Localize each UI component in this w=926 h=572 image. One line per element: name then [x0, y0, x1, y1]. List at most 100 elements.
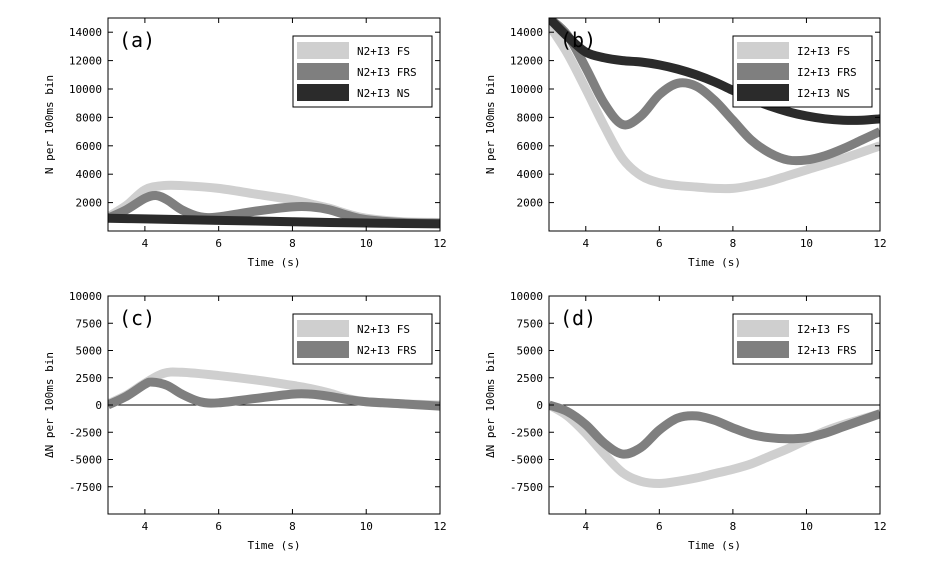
panel-d-legend-label: I2+I3 FS: [797, 323, 850, 336]
panel-d-xtick-label: 12: [873, 520, 886, 533]
panel-c-xlabel: Time (s): [248, 539, 301, 552]
panel-a-legend-label: N2+I3 FS: [357, 45, 410, 58]
panel-a-legend-swatch: [297, 63, 349, 80]
panel-c-ytick-label: 10000: [69, 290, 102, 303]
panel-b-legend-swatch: [737, 42, 789, 59]
panel-d-legend-label: I2+I3 FRS: [797, 344, 857, 357]
panel-a-ylabel: N per 100ms bin: [43, 75, 56, 174]
panel-b: 4 6 8 10 12 2000 4000 6000 8000 10000 12000 14000 (…: [484, 17, 887, 269]
panel-b-ytick-label: 10000: [510, 83, 543, 96]
panel-b-series-3-line: [549, 18, 880, 125]
panel-d-curves: [549, 400, 880, 488]
panel-c-legend-swatch: [297, 320, 349, 337]
panel-d-ytick-label: 2500: [517, 372, 544, 385]
panel-c-ytick-label: 0: [95, 399, 102, 412]
panel-b-ytick-label: 12000: [510, 55, 543, 68]
panel-b-ytick-label: 6000: [517, 140, 544, 153]
panel-b-curves: [549, 18, 880, 194]
panel-a-legend-swatch: [297, 42, 349, 59]
panel-a-xtick-label: 12: [433, 237, 446, 250]
panel-b-xtick-label: 4: [582, 237, 589, 250]
panel-a-ytick-label: 10000: [69, 83, 102, 96]
panel-d-xtick-label: 8: [730, 520, 737, 533]
panel-b-legend: I2+I3 FS I2+I3 FRS I2+I3 NS: [732, 35, 873, 108]
panel-b-legend-label: I2+I3 FRS: [797, 66, 857, 79]
panel-d-xtick-label: 4: [582, 520, 589, 533]
panel-d: 4 6 8 10 12 -7500 -5000 -2500 0 2500 5000 7500 10000…: [484, 290, 887, 552]
panel-b-legend-label: I2+I3 FS: [797, 45, 850, 58]
panel-a-ytick-label: 12000: [69, 55, 102, 68]
panel-c-xtick-label: 12: [433, 520, 446, 533]
panel-c-ytick-label: -5000: [69, 454, 102, 467]
panel-d-ytick-label: 7500: [517, 317, 544, 330]
panel-a-ytick-label: 4000: [76, 168, 103, 181]
panel-a-xtick-label: 8: [289, 237, 296, 250]
panel-c-ylabel: ΔN per 100ms bin: [43, 352, 56, 458]
panel-a-legend-label: N2+I3 NS: [357, 87, 410, 100]
panel-b-xtick-label: 6: [656, 237, 663, 250]
panel-d-ylabel: ΔN per 100ms bin: [484, 352, 497, 458]
panel-d-ytick-label: -2500: [510, 426, 543, 439]
panel-d-legend: I2+I3 FS I2+I3 FRS: [732, 313, 873, 365]
panel-b-xlabel: Time (s): [688, 256, 741, 269]
panel-c-ticks: 4 6 8 10 12 -7500 -5000 -2500 0 2500 5000 7500 10000: [69, 290, 447, 533]
panel-d-xtick-label: 10: [800, 520, 813, 533]
panel-a-ytick-label: 6000: [76, 140, 103, 153]
panel-b-xtick-label: 10: [800, 237, 813, 250]
panel-a-xtick-label: 10: [360, 237, 373, 250]
panel-b-ytick-label: 8000: [517, 111, 544, 124]
panel-c-series-2-line: [108, 377, 440, 411]
panel-b-legend-label: I2+I3 NS: [797, 87, 850, 100]
panel-a-label: (a): [119, 28, 155, 52]
panel-c-ytick-label: 5000: [76, 345, 103, 358]
panel-c-label: (c): [119, 306, 155, 330]
panel-b-xtick-label: 8: [730, 237, 737, 250]
panel-c: 4 6 8 10 12 -7500 -5000 -2500 0 2500 5000 7500 10000…: [43, 290, 447, 552]
panel-d-ytick-label: 10000: [510, 290, 543, 303]
panel-a-frame: [107, 17, 441, 232]
panel-a-xlabel: Time (s): [248, 256, 301, 269]
panel-a-series-2-line: [108, 190, 440, 228]
panel-c-ytick-label: 2500: [76, 372, 103, 385]
panel-c-xtick-label: 4: [142, 520, 149, 533]
panel-c-legend-label: N2+I3 FRS: [357, 344, 417, 357]
panel-a: 4 6 8 10 12 2000 4000 6000 8000 10000 12000 14000 (…: [43, 17, 447, 269]
panel-d-legend-swatch: [737, 341, 789, 358]
panel-d-xtick-label: 6: [656, 520, 663, 533]
panel-c-ytick-label: -2500: [69, 426, 102, 439]
panel-c-ytick-label: 7500: [76, 317, 103, 330]
panel-a-ytick-label: 2000: [76, 197, 103, 210]
panel-a-ytick-label: 8000: [76, 111, 103, 124]
panel-a-legend-swatch: [297, 84, 349, 101]
panel-c-xtick-label: 6: [215, 520, 222, 533]
panel-a-xtick-label: 4: [142, 237, 149, 250]
panel-a-ticks: 4 6 8 10 12 2000 4000 6000 8000 10000 12000 14000: [69, 18, 447, 250]
panel-b-legend-swatch: [737, 84, 789, 101]
panel-c-legend: N2+I3 FS N2+I3 FRS: [292, 313, 433, 365]
panel-d-ytick-label: -5000: [510, 454, 543, 467]
panel-b-ticks: 4 6 8 10 12 2000 4000 6000 8000 10000 12000 14000: [510, 18, 887, 250]
panel-c-legend-swatch: [297, 341, 349, 358]
panel-a-legend-label: N2+I3 FRS: [357, 66, 417, 79]
panel-b-ylabel: N per 100ms bin: [484, 75, 497, 174]
panel-a-curves: [108, 180, 440, 229]
panel-c-legend-label: N2+I3 FS: [357, 323, 410, 336]
panel-b-xtick-label: 12: [873, 237, 886, 250]
panel-a-xtick-label: 6: [215, 237, 222, 250]
panel-c-xtick-label: 8: [289, 520, 296, 533]
panel-d-ytick-label: 0: [536, 399, 543, 412]
panel-a-series-3-line: [108, 213, 440, 229]
panel-b-ytick-label: 4000: [517, 168, 544, 181]
panel-b-label: (b): [560, 28, 596, 52]
panel-d-ytick-label: -7500: [510, 481, 543, 494]
panel-b-series-2-line: [549, 18, 880, 166]
panel-b-legend-swatch: [737, 63, 789, 80]
panel-b-frame: [548, 17, 881, 232]
panel-b-ytick-label: 2000: [517, 197, 544, 210]
panel-d-series-2-line: [549, 400, 880, 459]
panel-d-ytick-label: 5000: [517, 345, 544, 358]
panel-b-series-1-line: [549, 22, 880, 194]
panel-c-ytick-label: -7500: [69, 481, 102, 494]
panel-d-xlabel: Time (s): [688, 539, 741, 552]
